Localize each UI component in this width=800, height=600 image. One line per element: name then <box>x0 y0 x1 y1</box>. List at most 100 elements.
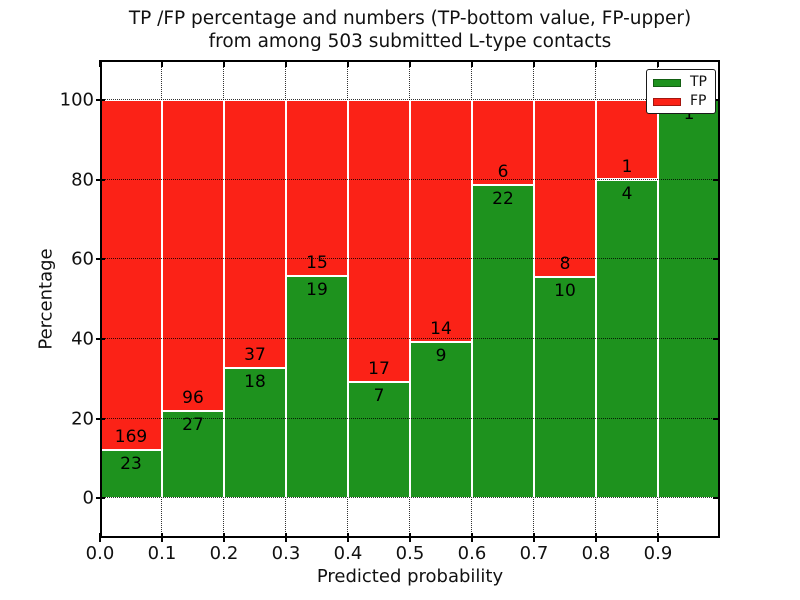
fp-bar-segment <box>224 99 286 368</box>
fp-bar-segment <box>162 99 224 411</box>
x-tick-label: 0.5 <box>395 543 425 564</box>
x-tick-top <box>657 60 659 67</box>
chart-title-line1: TP /FP percentage and numbers (TP-bottom… <box>128 8 692 29</box>
horizontal-gridline <box>100 338 720 340</box>
x-tick-top <box>533 60 535 67</box>
x-tick-top <box>409 60 411 67</box>
chart-title-line2: from among 503 submitted L-type contacts <box>208 30 612 52</box>
tp-bar-segment <box>534 276 596 499</box>
x-tick-bottom <box>595 533 597 542</box>
tp-color-swatch <box>653 78 681 87</box>
x-tick-bottom <box>471 533 473 542</box>
tp-bar-segment <box>410 342 472 499</box>
y-tick-left <box>96 98 105 101</box>
y-tick-right <box>713 178 720 181</box>
tp-count-label: 4 <box>621 183 633 204</box>
tp-bar-segment <box>658 99 720 499</box>
x-tick-label: 0.3 <box>271 543 301 564</box>
x-tick-bottom <box>347 533 349 542</box>
tp-bar-segment <box>162 410 224 499</box>
x-tick-top <box>595 60 597 67</box>
tp-bar-segment <box>286 275 348 499</box>
y-tick-left <box>96 178 105 181</box>
y-tick-right <box>713 258 720 261</box>
horizontal-gridline <box>100 417 720 419</box>
tp-count-label: 7 <box>373 385 385 406</box>
fp-bar-segment <box>410 99 472 343</box>
tp-count-label: 18 <box>244 371 266 392</box>
fp-count-label: 8 <box>559 253 571 274</box>
legend-entry-tp: TP <box>653 74 715 90</box>
y-tick-left <box>96 337 105 340</box>
x-tick-bottom <box>285 533 287 542</box>
legend: TP FP <box>646 69 716 114</box>
x-tick-top <box>161 60 163 67</box>
y-tick-label: 0 <box>82 487 94 509</box>
y-tick-right <box>713 497 720 500</box>
fp-count-label: 17 <box>368 358 390 379</box>
tp-count-label: 10 <box>554 280 576 301</box>
x-tick-bottom <box>533 533 535 542</box>
legend-label-tp: TP <box>690 74 707 90</box>
tp-bar-segment <box>100 450 162 499</box>
tp-count-label: 23 <box>120 454 142 475</box>
tp-count-label: 19 <box>306 279 328 300</box>
fp-count-label: 1 <box>621 156 633 177</box>
y-tick-right <box>713 337 720 340</box>
x-tick-label: 0.6 <box>457 543 487 564</box>
fp-count-label: 37 <box>244 344 266 365</box>
horizontal-gridline <box>100 99 720 101</box>
fp-bar-segment <box>472 99 534 186</box>
x-tick-label: 0.1 <box>147 543 177 564</box>
y-tick-right <box>713 417 720 420</box>
fp-color-swatch <box>653 97 681 106</box>
tp-count-label: 22 <box>492 189 514 210</box>
horizontal-gridline <box>100 258 720 260</box>
x-tick-top <box>285 60 287 67</box>
x-tick-bottom <box>161 533 163 542</box>
x-tick-top <box>347 60 349 67</box>
y-tick-label: 20 <box>71 408 94 429</box>
legend-label-fp: FP <box>690 93 707 109</box>
fp-count-label: 96 <box>182 387 204 408</box>
fp-bar-segment <box>534 99 596 277</box>
y-tick-label: 80 <box>71 169 94 190</box>
y-tick-label: 60 <box>71 248 94 270</box>
x-tick-label: 0.0 <box>85 543 115 564</box>
x-tick-label: 0.8 <box>581 543 611 564</box>
x-tick-top <box>99 60 101 67</box>
chart-title: TP /FP percentage and numbers (TP-bottom… <box>129 8 691 53</box>
x-tick-top <box>471 60 473 67</box>
fp-count-label: 6 <box>497 162 509 183</box>
fp-bar-segment <box>348 99 410 382</box>
y-axis-label: Percentage <box>35 248 57 350</box>
fp-bar-segment <box>286 99 348 276</box>
tp-bar-segment <box>472 185 534 499</box>
x-axis-label: Predicted probability <box>316 566 504 587</box>
x-tick-bottom <box>657 533 659 542</box>
x-tick-label: 0.7 <box>519 543 549 564</box>
y-tick-label: 100 <box>59 89 94 111</box>
x-tick-label: 0.2 <box>209 543 239 564</box>
horizontal-gridline <box>100 178 720 180</box>
fp-count-label: 14 <box>430 319 452 340</box>
tp-count-label: 27 <box>182 414 204 435</box>
fp-bar-segment <box>100 99 162 451</box>
x-tick-bottom <box>409 533 411 542</box>
x-tick-bottom <box>99 533 101 542</box>
x-tick-label: 0.9 <box>643 543 673 564</box>
x-tick-bottom <box>223 533 225 542</box>
tp-bar-segment <box>348 381 410 499</box>
y-tick-left <box>96 497 105 500</box>
y-tick-label: 40 <box>71 328 94 350</box>
y-tick-right <box>713 98 720 101</box>
tp-bar-segment <box>224 367 286 499</box>
y-tick-left <box>96 258 105 261</box>
legend-entry-fp: FP <box>653 93 715 109</box>
y-tick-left <box>96 417 105 420</box>
fp-count-label: 169 <box>114 427 148 448</box>
tp-count-label: 9 <box>435 346 447 367</box>
horizontal-gridline <box>100 497 720 499</box>
